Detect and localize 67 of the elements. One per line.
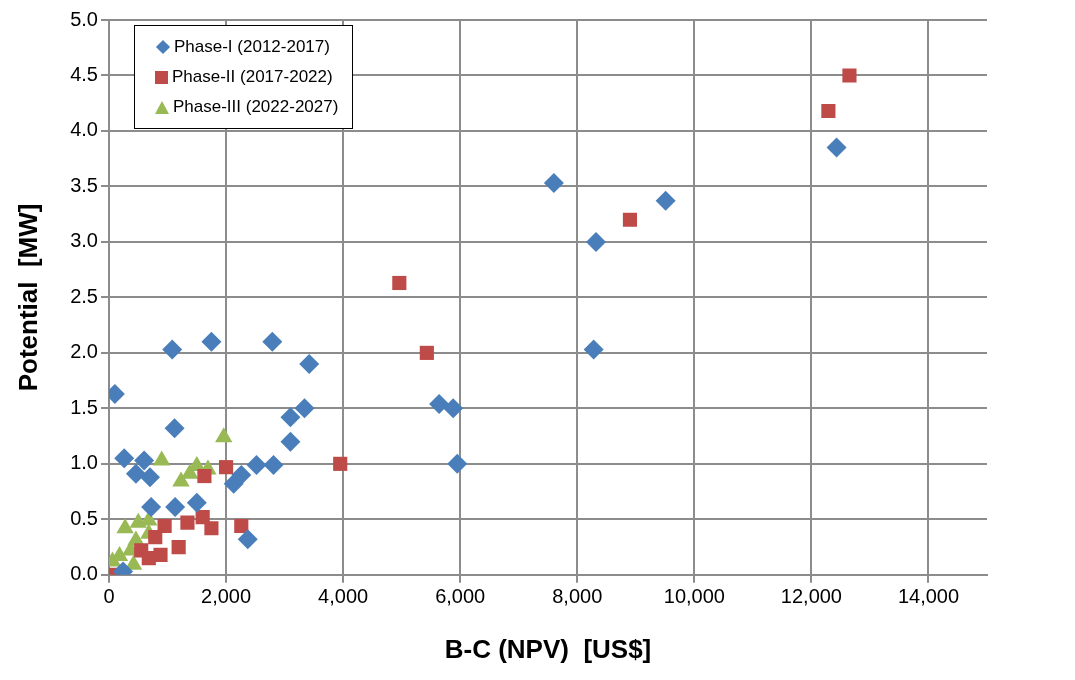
point <box>583 339 604 360</box>
point <box>171 539 186 555</box>
x-tick-label: 2,000 <box>201 585 252 608</box>
point <box>180 515 195 530</box>
point <box>821 103 836 119</box>
point <box>543 173 564 194</box>
y-tick-label: 3.0 <box>70 229 98 252</box>
point <box>263 454 284 475</box>
point <box>148 530 163 545</box>
point <box>223 473 244 494</box>
y-tick-label: 0.5 <box>70 506 98 529</box>
y-tick-label: 3.5 <box>70 173 98 196</box>
point <box>141 497 162 518</box>
point <box>280 407 301 428</box>
point <box>655 190 676 211</box>
point <box>294 398 315 419</box>
point <box>262 331 283 352</box>
point <box>392 275 407 291</box>
y-tick-label: 4.5 <box>70 63 98 85</box>
y-tick-label: 4.0 <box>70 118 98 141</box>
point <box>443 398 464 419</box>
point <box>237 529 258 550</box>
legend-label: Phase-II (2017-2022) <box>172 67 333 87</box>
point <box>114 448 135 469</box>
point <box>299 353 320 374</box>
point <box>234 518 249 534</box>
x-tick-label: 4,000 <box>318 585 369 608</box>
y-tick-label: 1.5 <box>70 395 98 418</box>
point <box>125 463 146 484</box>
point <box>842 68 857 83</box>
point <box>165 497 186 518</box>
y-tick-label: 2.5 <box>70 284 98 307</box>
point <box>333 456 348 471</box>
point <box>219 460 234 475</box>
point <box>826 137 847 158</box>
x-tick-label: 8,000 <box>552 585 603 608</box>
legend-label: Phase-I (2012-2017) <box>174 37 330 57</box>
point <box>447 453 468 474</box>
y-tick-label: 0.0 <box>70 562 98 585</box>
x-tick-label: 0 <box>103 585 115 608</box>
x-axis-title: B-C (NPV) [US$] <box>444 633 652 664</box>
point <box>419 345 434 360</box>
x-tick-label: 14,000 <box>897 585 960 608</box>
point <box>280 431 301 452</box>
point <box>164 418 185 439</box>
x-tick-label: 10,000 <box>663 585 725 608</box>
point <box>157 518 172 534</box>
point <box>201 331 222 352</box>
point <box>162 339 183 360</box>
y-tick-label: 5.0 <box>70 7 98 30</box>
point <box>139 467 160 488</box>
x-tick-label: 6,000 <box>435 585 486 608</box>
point <box>134 543 149 558</box>
y-tick-label: 2.0 <box>70 340 98 363</box>
point <box>586 231 606 252</box>
x-tick-label: 12,000 <box>780 585 842 608</box>
legend-label: Phase-III (2022-2027) <box>173 97 339 117</box>
y-tick-label: 1.0 <box>70 451 98 474</box>
point <box>195 510 210 525</box>
y-axis-title: Potential [MW] <box>12 203 43 392</box>
point <box>186 492 207 513</box>
point <box>246 454 267 475</box>
point <box>197 468 212 484</box>
point <box>204 521 219 536</box>
point <box>134 450 155 471</box>
point <box>429 393 450 414</box>
point <box>622 212 638 227</box>
